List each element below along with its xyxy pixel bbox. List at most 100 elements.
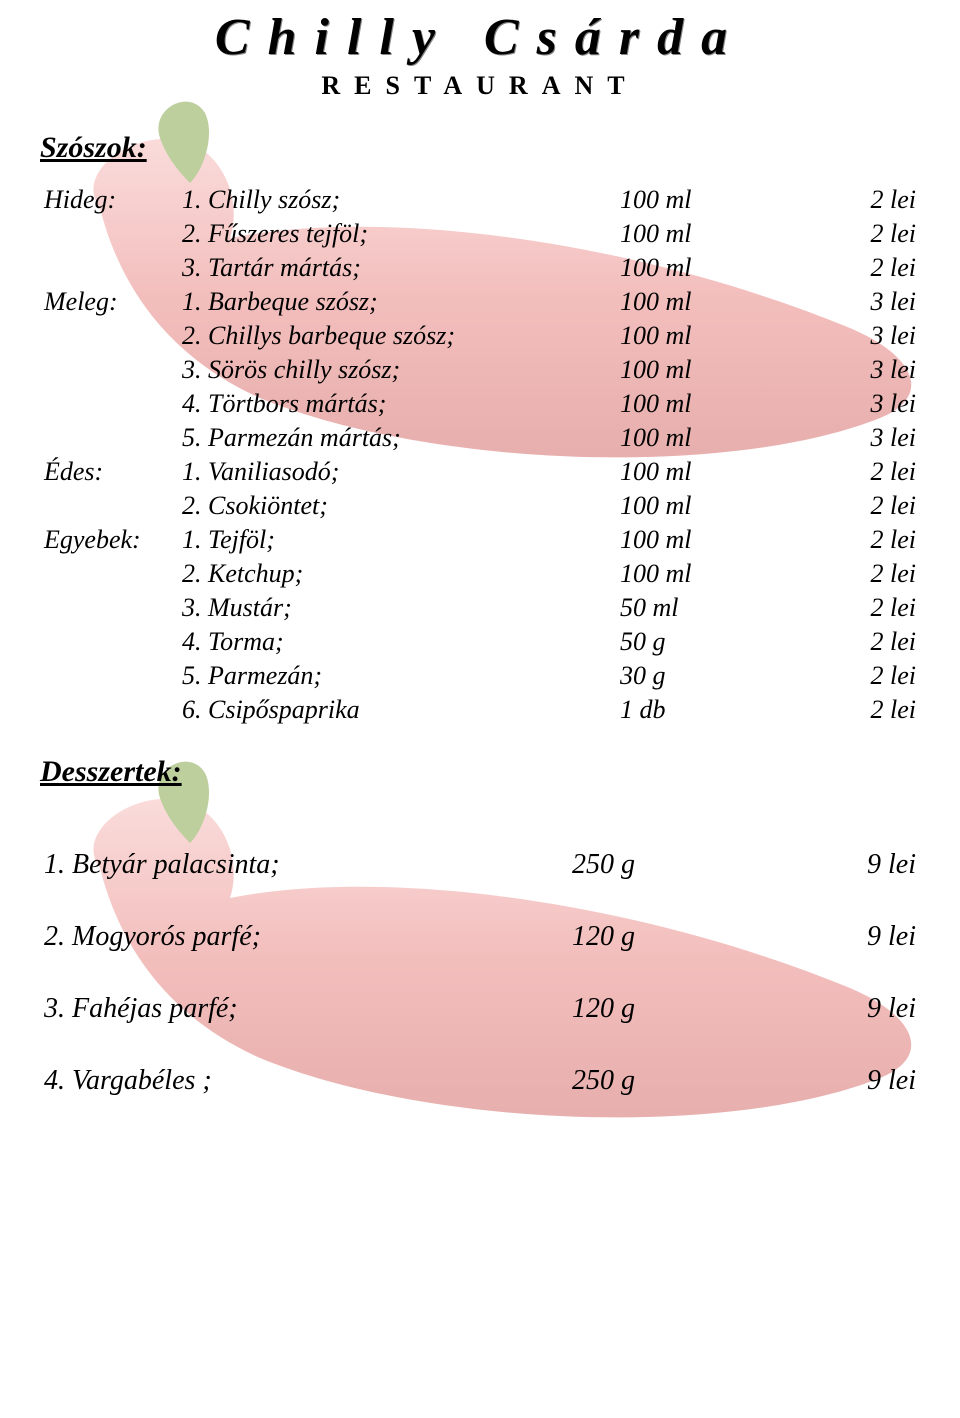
sauce-item-amount: 50 ml — [616, 591, 854, 625]
sauce-category-label — [40, 557, 178, 591]
table-row: Hideg:1. Chilly szósz;100 ml2 lei — [40, 183, 920, 217]
sauce-item-amount: 100 ml — [616, 421, 854, 455]
dessert-item-amount: 120 g — [568, 973, 836, 1045]
sauce-item-amount: 100 ml — [616, 319, 854, 353]
sauce-category-label — [40, 387, 178, 421]
sauce-item-name: 1. Barbeque szósz; — [178, 285, 616, 319]
dessert-item-price: 9 lei — [836, 901, 920, 973]
sauce-item-amount: 100 ml — [616, 353, 854, 387]
sauce-category-label — [40, 693, 178, 727]
sauce-item-price: 2 lei — [854, 489, 920, 523]
sauce-item-price: 3 lei — [854, 319, 920, 353]
menu-page: Chilly Csárda RESTAURANT Szószok: Hideg:… — [0, 8, 960, 1418]
sauce-item-price: 2 lei — [854, 693, 920, 727]
table-row: 2. Ketchup;100 ml2 lei — [40, 557, 920, 591]
sauce-item-price: 3 lei — [854, 387, 920, 421]
table-row: 3. Fahéjas parfé;120 g9 lei — [40, 973, 920, 1045]
table-row: 4. Torma;50 g2 lei — [40, 625, 920, 659]
dessert-item-name: 1. Betyár palacsinta; — [40, 829, 568, 901]
table-row: 1. Betyár palacsinta;250 g9 lei — [40, 829, 920, 901]
sauce-category-label: Egyebek: — [40, 523, 178, 557]
section-heading-desserts: Desszertek: — [40, 755, 920, 789]
sauce-item-price: 2 lei — [854, 625, 920, 659]
table-row: 2. Fűszeres tejföl;100 ml2 lei — [40, 217, 920, 251]
sauce-item-name: 5. Parmezán; — [178, 659, 616, 693]
sauce-item-amount: 100 ml — [616, 455, 854, 489]
sauce-category-label — [40, 591, 178, 625]
sauce-item-name: 1. Vaniliasodó; — [178, 455, 616, 489]
sauce-item-amount: 100 ml — [616, 523, 854, 557]
sauce-item-price: 3 lei — [854, 353, 920, 387]
table-row: 2. Chillys barbeque szósz;100 ml3 lei — [40, 319, 920, 353]
sauce-item-price: 2 lei — [854, 455, 920, 489]
sauce-item-price: 3 lei — [854, 421, 920, 455]
sauce-item-amount: 100 ml — [616, 251, 854, 285]
sauce-item-name: 5. Parmezán mártás; — [178, 421, 616, 455]
table-row: 4. Vargabéles ;250 g9 lei — [40, 1045, 920, 1117]
dessert-item-price: 9 lei — [836, 1045, 920, 1117]
table-row: 5. Parmezán;30 g2 lei — [40, 659, 920, 693]
dessert-item-price: 9 lei — [836, 829, 920, 901]
dessert-item-name: 3. Fahéjas parfé; — [40, 973, 568, 1045]
table-row: 5. Parmezán mártás;100 ml3 lei — [40, 421, 920, 455]
sauce-category-label — [40, 625, 178, 659]
dessert-item-amount: 120 g — [568, 901, 836, 973]
sauce-item-name: 2. Chillys barbeque szósz; — [178, 319, 616, 353]
desserts-table: 1. Betyár palacsinta;250 g9 lei2. Mogyor… — [40, 829, 920, 1117]
sauce-item-price: 3 lei — [854, 285, 920, 319]
sauce-item-name: 2. Fűszeres tejföl; — [178, 217, 616, 251]
table-row: 4. Törtbors mártás;100 ml3 lei — [40, 387, 920, 421]
sauce-item-name: 3. Tartár mártás; — [178, 251, 616, 285]
sauce-item-name: 4. Torma; — [178, 625, 616, 659]
dessert-item-amount: 250 g — [568, 1045, 836, 1117]
sauce-item-amount: 100 ml — [616, 489, 854, 523]
sauce-item-amount: 100 ml — [616, 387, 854, 421]
sauce-category-label: Meleg: — [40, 285, 178, 319]
section-heading-sauces: Szószok: — [40, 131, 920, 165]
sauce-item-name: 2. Ketchup; — [178, 557, 616, 591]
menu-content: Chilly Csárda RESTAURANT Szószok: Hideg:… — [40, 8, 920, 1117]
sauce-item-price: 2 lei — [854, 523, 920, 557]
sauce-item-price: 2 lei — [854, 557, 920, 591]
dessert-item-name: 2. Mogyorós parfé; — [40, 901, 568, 973]
table-row: 3. Tartár mártás;100 ml2 lei — [40, 251, 920, 285]
sauce-item-amount: 100 ml — [616, 183, 854, 217]
sauce-item-price: 2 lei — [854, 183, 920, 217]
sauce-item-name: 4. Törtbors mártás; — [178, 387, 616, 421]
sauce-item-amount: 100 ml — [616, 217, 854, 251]
dessert-item-amount: 250 g — [568, 829, 836, 901]
sauce-item-name: 2. Csokiöntet; — [178, 489, 616, 523]
sauce-category-label — [40, 353, 178, 387]
sauce-item-name: 1. Chilly szósz; — [178, 183, 616, 217]
sauce-item-name: 3. Sörös chilly szósz; — [178, 353, 616, 387]
sauce-item-amount: 50 g — [616, 625, 854, 659]
table-row: Egyebek:1. Tejföl;100 ml2 lei — [40, 523, 920, 557]
sauce-category-label: Hideg: — [40, 183, 178, 217]
table-row: 3. Mustár;50 ml2 lei — [40, 591, 920, 625]
sauce-item-amount: 30 g — [616, 659, 854, 693]
dessert-item-name: 4. Vargabéles ; — [40, 1045, 568, 1117]
sauce-item-price: 2 lei — [854, 251, 920, 285]
sauce-category-label: Édes: — [40, 455, 178, 489]
sauce-category-label — [40, 319, 178, 353]
sauce-category-label — [40, 659, 178, 693]
sauce-category-label — [40, 251, 178, 285]
dessert-item-price: 9 lei — [836, 973, 920, 1045]
sauce-item-price: 2 lei — [854, 659, 920, 693]
sauce-category-label — [40, 489, 178, 523]
restaurant-subtitle: RESTAURANT — [40, 71, 920, 101]
table-row: 3. Sörös chilly szósz;100 ml3 lei — [40, 353, 920, 387]
table-row: Meleg:1. Barbeque szósz;100 ml3 lei — [40, 285, 920, 319]
restaurant-title: Chilly Csárda — [40, 8, 920, 67]
sauce-item-price: 2 lei — [854, 591, 920, 625]
sauce-category-label — [40, 217, 178, 251]
sauce-item-amount: 100 ml — [616, 557, 854, 591]
table-row: 6. Csipőspaprika1 db2 lei — [40, 693, 920, 727]
sauce-item-amount: 100 ml — [616, 285, 854, 319]
sauce-category-label — [40, 421, 178, 455]
table-row: 2. Mogyorós parfé;120 g9 lei — [40, 901, 920, 973]
sauce-item-price: 2 lei — [854, 217, 920, 251]
sauce-item-name: 3. Mustár; — [178, 591, 616, 625]
sauce-item-name: 6. Csipőspaprika — [178, 693, 616, 727]
table-row: Édes:1. Vaniliasodó;100 ml2 lei — [40, 455, 920, 489]
